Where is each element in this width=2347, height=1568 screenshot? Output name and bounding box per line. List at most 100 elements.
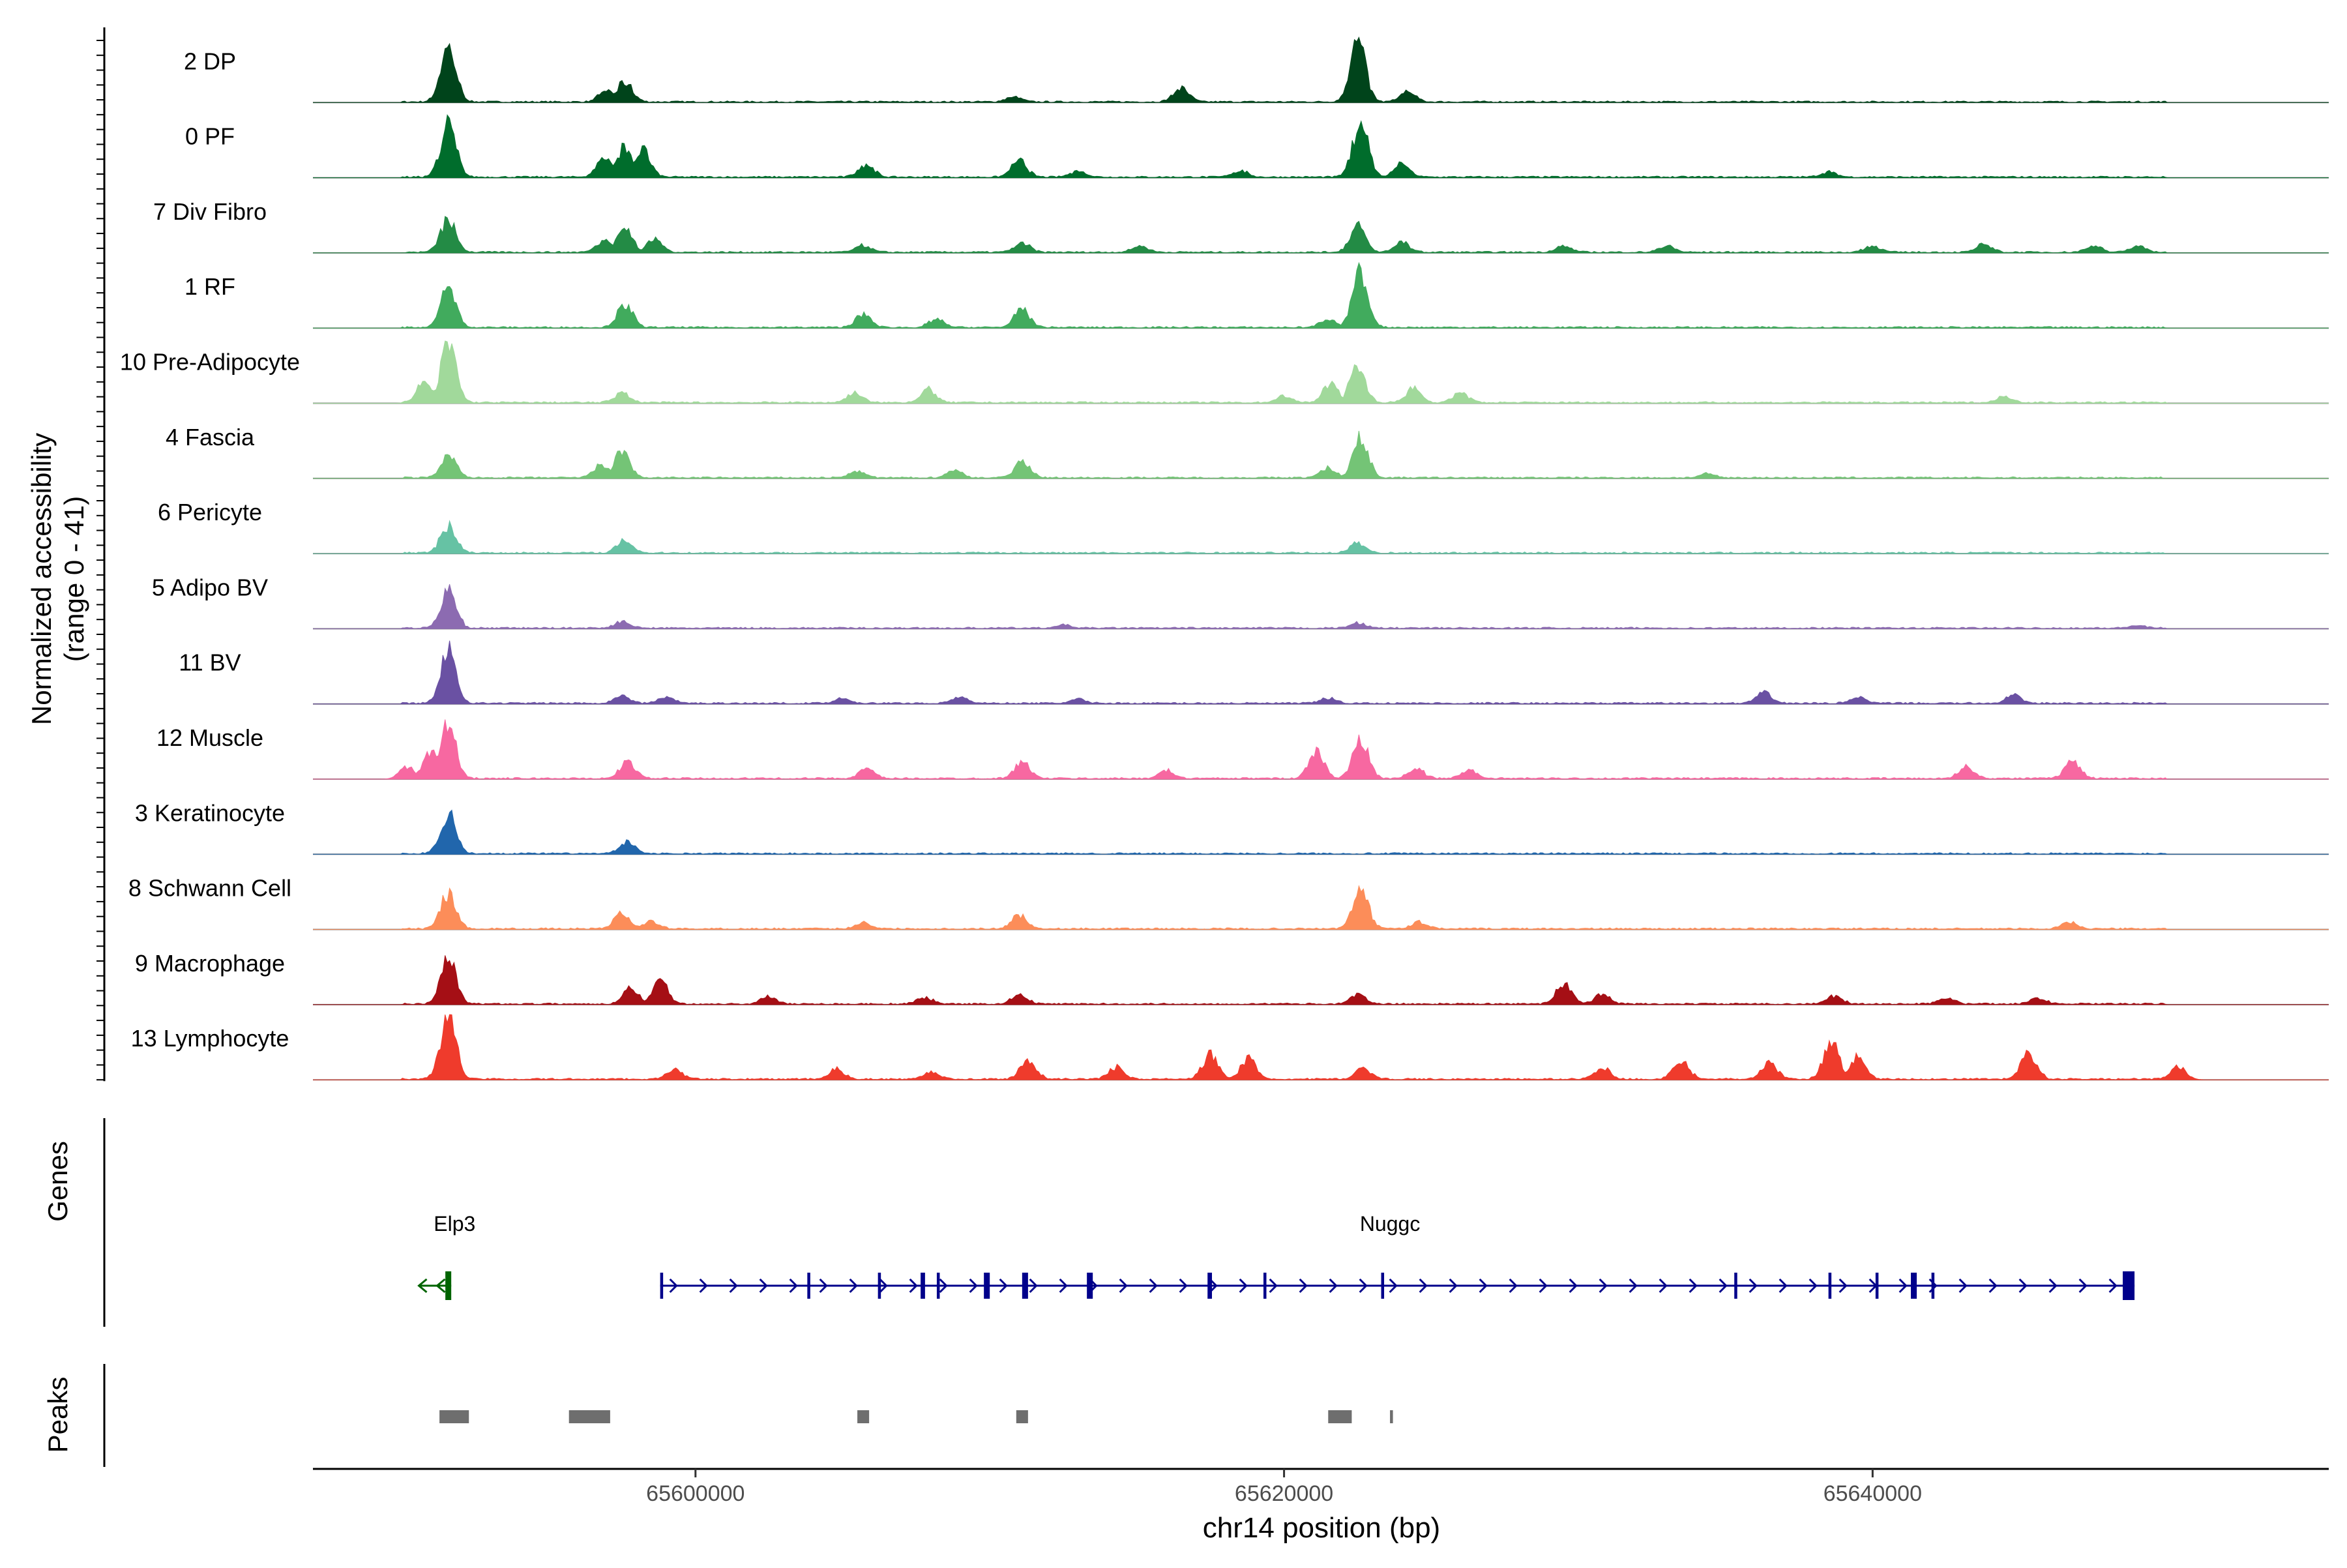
strand-arrow bbox=[1269, 1278, 1278, 1294]
chart-marks: 2 DP 0 PF 7 Div Fibro 1 RF 10 Pre-Adipocyte 4… bbox=[96, 27, 2329, 1506]
exon bbox=[1931, 1273, 1935, 1299]
strand-arrow bbox=[1179, 1278, 1188, 1294]
track-label: 2 DP bbox=[184, 48, 236, 74]
strand-arrow bbox=[1419, 1278, 1428, 1294]
coverage-area bbox=[313, 955, 2329, 1005]
strand-arrow bbox=[1149, 1278, 1158, 1294]
y-axis-label-line2: (range 0 - 41) bbox=[59, 496, 89, 662]
coverage-area bbox=[313, 261, 2329, 329]
strand-arrow bbox=[1958, 1278, 1968, 1294]
coverage-area bbox=[313, 885, 2329, 930]
strand-arrow bbox=[759, 1278, 768, 1294]
peak-region bbox=[1328, 1410, 1352, 1423]
strand-arrow bbox=[2048, 1278, 2058, 1294]
strand-arrow bbox=[999, 1278, 1008, 1294]
exon bbox=[1263, 1273, 1267, 1299]
track-label: 10 Pre-Adipocyte bbox=[120, 349, 300, 376]
exon bbox=[984, 1273, 990, 1299]
strand-arrow bbox=[969, 1278, 978, 1294]
strand-arrow bbox=[1719, 1278, 1728, 1294]
strand-arrow bbox=[1629, 1278, 1638, 1294]
strand-arrow bbox=[789, 1278, 798, 1294]
coverage-area bbox=[313, 340, 2329, 404]
strand-arrow bbox=[1389, 1278, 1398, 1294]
strand-arrow bbox=[1449, 1278, 1458, 1294]
peak-region bbox=[439, 1410, 469, 1423]
peak-region bbox=[857, 1410, 870, 1423]
strand-arrow bbox=[1539, 1278, 1548, 1294]
exon bbox=[1022, 1273, 1028, 1299]
gene-label: Elp3 bbox=[434, 1212, 475, 1235]
track-label: 9 Macrophage bbox=[135, 950, 285, 977]
strand-arrow bbox=[729, 1278, 738, 1294]
strand-arrow bbox=[879, 1278, 888, 1294]
track-label: 11 BV bbox=[179, 649, 241, 676]
strand-arrow bbox=[849, 1278, 858, 1294]
exon bbox=[936, 1273, 940, 1299]
strand-arrow bbox=[939, 1278, 948, 1294]
coverage-area bbox=[313, 216, 2329, 254]
exon bbox=[1381, 1273, 1385, 1299]
strand-arrow bbox=[1479, 1278, 1488, 1294]
exon bbox=[2123, 1271, 2135, 1300]
strand-arrow bbox=[1359, 1278, 1368, 1294]
track-label: 1 RF bbox=[185, 273, 235, 300]
x-tick-label: 65600000 bbox=[646, 1481, 745, 1506]
coverage-area bbox=[313, 640, 2329, 705]
peaks-track-label: Peaks bbox=[42, 1377, 73, 1453]
strand-arrow bbox=[2018, 1278, 2028, 1294]
exon bbox=[1087, 1273, 1093, 1299]
strand-arrow bbox=[1329, 1278, 1338, 1294]
track-label: 5 Adipo BV bbox=[152, 574, 268, 600]
exon bbox=[1828, 1273, 1832, 1299]
exon bbox=[878, 1273, 881, 1299]
peak-region bbox=[1390, 1410, 1393, 1423]
coverage-area bbox=[313, 430, 2329, 479]
strand-arrow bbox=[2078, 1278, 2088, 1294]
coverage-area bbox=[313, 114, 2329, 179]
strand-arrow bbox=[909, 1278, 918, 1294]
strand-arrow bbox=[1898, 1278, 1908, 1294]
peak-region bbox=[568, 1410, 610, 1423]
peak-region bbox=[1016, 1410, 1028, 1423]
strand-arrow bbox=[1779, 1278, 1788, 1294]
y-axis-label-line1: Normalized accessibility bbox=[26, 433, 57, 725]
exon bbox=[1911, 1273, 1917, 1299]
coverage-area bbox=[313, 809, 2329, 855]
exon bbox=[1734, 1273, 1737, 1299]
strand-arrow bbox=[1808, 1278, 1818, 1294]
strand-arrow bbox=[1059, 1278, 1068, 1294]
exon bbox=[1875, 1273, 1879, 1299]
strand-arrow bbox=[669, 1278, 678, 1294]
strand-arrow bbox=[1509, 1278, 1518, 1294]
x-tick-label: 65620000 bbox=[1235, 1481, 1333, 1506]
track-label: 13 Lymphocyte bbox=[131, 1025, 289, 1052]
x-tick-label: 65640000 bbox=[1823, 1481, 1922, 1506]
track-label: 4 Fascia bbox=[166, 424, 255, 451]
genes-track-label: Genes bbox=[42, 1141, 73, 1222]
strand-arrow bbox=[1239, 1278, 1248, 1294]
track-label: 12 Muscle bbox=[156, 724, 263, 751]
strand-arrow bbox=[1569, 1278, 1578, 1294]
track-label: 7 Div Fibro bbox=[153, 198, 267, 225]
coverage-area bbox=[313, 520, 2329, 554]
strand-arrow bbox=[1119, 1278, 1128, 1294]
strand-arrow bbox=[1299, 1278, 1308, 1294]
exon bbox=[660, 1273, 664, 1299]
coverage-area bbox=[313, 1014, 2329, 1080]
strand-arrow bbox=[1988, 1278, 1998, 1294]
coverage-area bbox=[313, 719, 2329, 780]
coverage-area bbox=[313, 36, 2329, 103]
strand-arrow bbox=[699, 1278, 708, 1294]
strand-arrow bbox=[435, 1278, 446, 1294]
track-label: 0 PF bbox=[185, 123, 235, 150]
strand-arrow bbox=[1749, 1278, 1758, 1294]
exon bbox=[807, 1273, 810, 1299]
strand-arrow bbox=[1689, 1278, 1698, 1294]
strand-arrow bbox=[1599, 1278, 1608, 1294]
x-axis-label: chr14 position (bp) bbox=[1203, 1512, 1440, 1544]
track-label: 6 Pericyte bbox=[158, 499, 262, 525]
track-label: 8 Schwann Cell bbox=[128, 875, 291, 902]
